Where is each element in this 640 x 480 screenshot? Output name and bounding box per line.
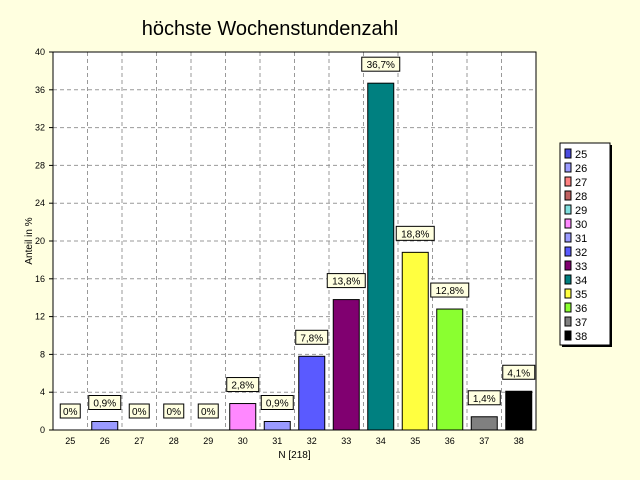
data-label: 0%: [167, 407, 182, 418]
data-label: 7,8%: [300, 333, 323, 344]
y-tick-label: 36: [35, 85, 45, 95]
data-label: 0%: [201, 407, 216, 418]
y-tick-label: 0: [40, 425, 45, 435]
legend-swatch: [564, 176, 572, 187]
x-tick-label: 25: [65, 436, 75, 446]
legend-swatch: [564, 316, 572, 327]
x-tick-label: 36: [445, 436, 455, 446]
data-label-box: [326, 273, 366, 289]
legend-swatch: [564, 274, 572, 285]
y-tick-label: 32: [35, 123, 45, 133]
data-label-box: [197, 403, 219, 419]
y-tick-label: 16: [35, 274, 45, 284]
x-tick-label: 26: [100, 436, 110, 446]
data-label: 13,8%: [332, 277, 360, 288]
legend-swatch: [564, 148, 572, 159]
y-tick-label: 8: [40, 349, 45, 359]
y-tick-label: 12: [35, 312, 45, 322]
x-tick-label: 38: [514, 436, 524, 446]
x-tick-label: 28: [169, 436, 179, 446]
legend-swatch: [564, 162, 572, 173]
bar: [367, 82, 395, 431]
bar: [401, 251, 429, 431]
bar: [298, 355, 326, 431]
legend-label: 36: [575, 303, 587, 315]
data-label-box: [128, 403, 150, 419]
data-label: 36,7%: [367, 60, 395, 71]
chart-title: höchste Wochenstundenzahl: [141, 18, 399, 40]
data-label: 2,8%: [231, 381, 254, 392]
data-label: 0%: [63, 407, 78, 418]
data-label: 4,1%: [507, 368, 530, 379]
legend-label: 29: [575, 205, 587, 217]
legend-swatch: [564, 288, 572, 299]
legend-swatch: [564, 218, 572, 229]
x-tick-label: 29: [203, 436, 213, 446]
bar: [229, 403, 257, 431]
legend-swatch: [564, 260, 572, 271]
bar: [91, 420, 119, 431]
data-label-box: [226, 377, 260, 393]
y-tick-label: 28: [35, 160, 45, 170]
legend-label: 35: [575, 289, 587, 301]
legend-label: 37: [575, 317, 587, 329]
y-tick-label: 20: [35, 236, 45, 246]
x-tick-label: 37: [479, 436, 489, 446]
legend-label: 33: [575, 261, 587, 273]
data-label-box: [361, 56, 401, 72]
y-tick-label: 40: [35, 47, 45, 57]
y-axis-label: Anteil in %: [24, 217, 35, 264]
x-tick-label: 31: [272, 436, 282, 446]
data-label-box: [59, 403, 81, 419]
plot-border: [52, 51, 537, 431]
data-label-box: [430, 282, 470, 298]
legend-swatch: [564, 204, 572, 215]
data-label: 18,8%: [401, 229, 429, 240]
legend-label: 27: [575, 177, 587, 189]
legend-label: 28: [575, 191, 587, 203]
bar: [505, 390, 533, 431]
data-label-box: [295, 329, 329, 345]
x-tick-label: 30: [238, 436, 248, 446]
data-label: 0%: [132, 407, 147, 418]
data-label: 0,9%: [93, 398, 116, 409]
data-label: 12,8%: [436, 286, 464, 297]
y-tick-label: 4: [40, 387, 45, 397]
legend-swatch: [564, 232, 572, 243]
y-tick-label: 24: [35, 198, 45, 208]
x-axis-label: N [218]: [278, 450, 310, 461]
legend-label: 26: [575, 163, 587, 175]
legend-label: 34: [575, 275, 587, 287]
data-label: 1,4%: [473, 394, 496, 405]
x-tick-label: 27: [134, 436, 144, 446]
data-label: 0,9%: [266, 398, 289, 409]
bar: [436, 308, 464, 431]
data-label-box: [163, 403, 185, 419]
legend-label: 31: [575, 233, 587, 245]
legend-swatch: [564, 190, 572, 201]
legend-swatch: [564, 246, 572, 257]
legend-swatch: [564, 302, 572, 313]
x-tick-label: 35: [410, 436, 420, 446]
data-label-box: [467, 390, 501, 406]
legend-label: 30: [575, 219, 587, 231]
legend-label: 32: [575, 247, 587, 259]
legend-label: 25: [575, 149, 587, 161]
x-tick-label: 32: [307, 436, 317, 446]
bar: [332, 299, 360, 431]
data-label-box: [502, 364, 536, 380]
data-label-box: [88, 394, 122, 410]
bar: [263, 420, 291, 431]
x-tick-label: 33: [341, 436, 351, 446]
legend-label: 38: [575, 331, 587, 343]
x-tick-label: 34: [376, 436, 386, 446]
data-label-box: [395, 225, 435, 241]
bar: [470, 416, 498, 431]
data-label-box: [260, 394, 294, 410]
legend-swatch: [564, 330, 572, 341]
